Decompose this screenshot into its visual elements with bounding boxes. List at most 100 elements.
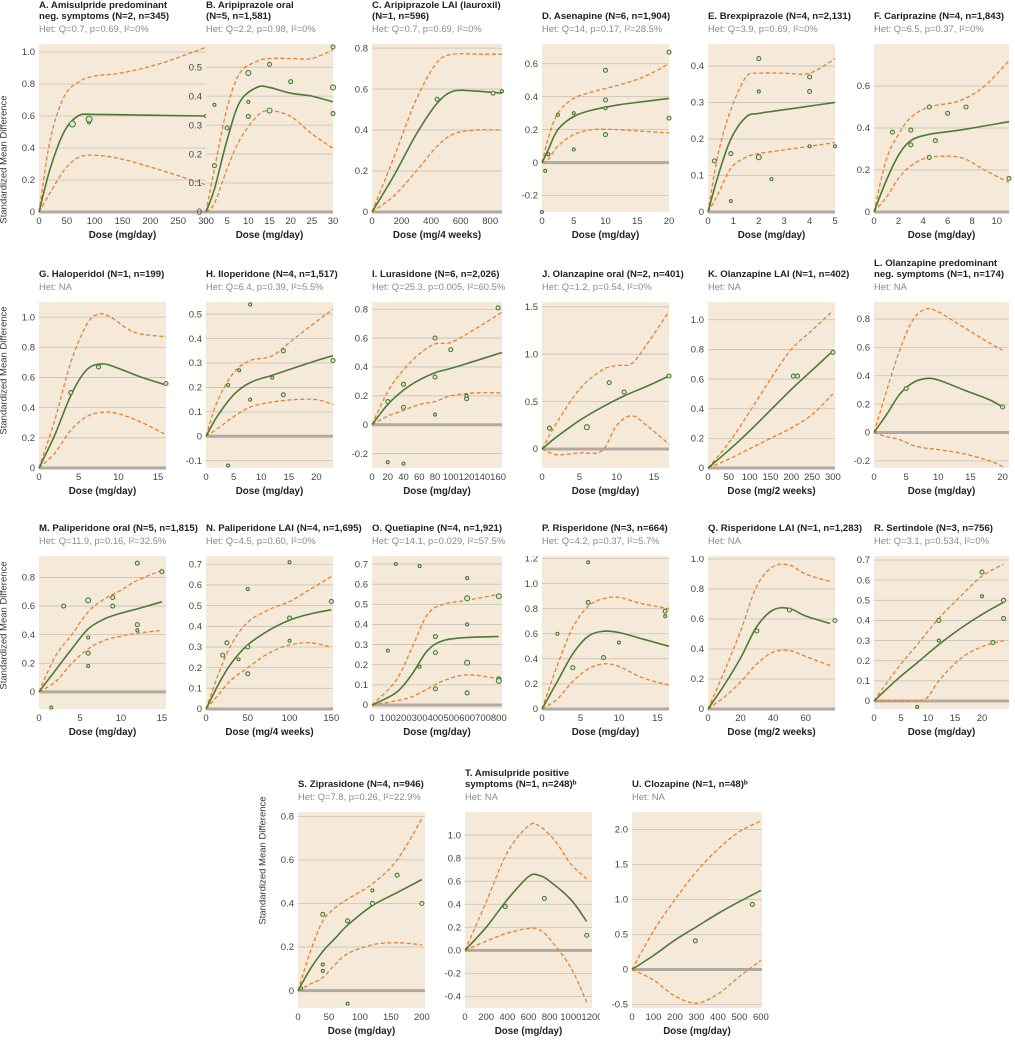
y-tick-label: 0.2 — [857, 656, 870, 667]
heterogeneity-stats: Het: NA — [874, 281, 907, 292]
y-tick-label: 0.6 — [189, 580, 202, 591]
x-tick-label: 300 — [412, 713, 428, 724]
panel-title: E. Brexpiprazole (N=4, n=2,131) — [708, 11, 851, 22]
y-tick-label: 0.2 — [189, 149, 202, 160]
ci-upper-line — [707, 310, 834, 469]
panel-k: K. Olanzapine LAI (N=1, n=402) Het: NA 0 0.… — [670, 269, 850, 502]
x-tick-label: 0 — [705, 472, 710, 483]
panel-i: I. Lurasidone (N=6, n=2,026) Het: Q=25.3,… — [334, 269, 510, 502]
heterogeneity-stats: Het: Q=3.1, p=0.534, I²=0% — [874, 535, 989, 546]
study-point — [979, 569, 985, 575]
panel-title-line: J. Olanzapine oral (N=2, n=401) — [542, 269, 684, 280]
x-tick-label: 2 — [756, 216, 761, 227]
panel-title: K. Olanzapine LAI (N=1, n=402) — [708, 269, 849, 280]
ci-upper-line — [707, 58, 836, 213]
dose-response-curve — [631, 889, 762, 971]
study-point — [602, 97, 609, 103]
panel-title-line: L. Olanzapine predominant — [874, 258, 998, 269]
x-axis-label: Dose (mg/day) — [236, 486, 304, 497]
study-point — [448, 347, 454, 353]
dose-response-curve — [873, 601, 1004, 702]
x-tick-label: 100 — [742, 472, 758, 483]
y-tick-label: 0.2 — [857, 165, 870, 176]
y-tick-label: 0.3 — [189, 642, 202, 653]
study-point — [936, 617, 942, 623]
study-point — [385, 399, 391, 405]
y-tick-label: 0.4 — [189, 334, 202, 345]
y-tick-label: 0.6 — [691, 374, 704, 385]
panel-c: C. Aripiprazole LAI (lauroxil) (N=1, n=59… — [334, 0, 510, 246]
x-tick-label: 150 — [323, 713, 339, 724]
dose-response-curve — [707, 350, 834, 469]
study-point — [755, 154, 762, 161]
y-tick-label: 0.6 — [22, 601, 35, 612]
y-tick-label: 0 — [699, 207, 704, 218]
x-tick-label: 4 — [920, 216, 925, 227]
study-point — [220, 652, 226, 658]
y-tick-label: 0.4 — [691, 404, 704, 415]
panel-title: H. Iloperidone (N=4, n=1,517) — [206, 269, 338, 280]
x-tick-label: 200 — [414, 1012, 430, 1023]
y-tick-label: -0.1 — [186, 456, 202, 467]
y-tick-label: 0.2 — [355, 660, 368, 671]
y-tick-label: 1.0 — [691, 315, 704, 326]
study-point — [432, 412, 438, 417]
y-tick-label: 0.2 — [525, 125, 538, 136]
panel-title-line: E. Brexpiprazole (N=4, n=2,131) — [708, 11, 851, 22]
y-tick-label: 1.0 — [615, 895, 628, 906]
study-point — [245, 671, 251, 677]
dose-response-curve — [205, 85, 334, 213]
study-point — [541, 895, 547, 902]
panel-title: T. Amisulpride positive symptoms (N=1, n=… — [465, 768, 576, 790]
y-tick-label: 0.6 — [355, 84, 368, 95]
y-tick-label: 0.8 — [281, 812, 294, 823]
y-tick-label: 0.4 — [857, 616, 870, 627]
study-point — [61, 603, 67, 609]
x-tick-label: 50 — [62, 216, 73, 227]
y-tick-label: 0.8 — [525, 604, 538, 615]
y-tick-label: 0.4 — [22, 630, 35, 641]
study-point — [320, 962, 325, 967]
study-point — [385, 648, 390, 653]
x-tick-label: 0 — [539, 472, 544, 483]
x-tick-label: 30 — [328, 216, 339, 227]
x-tick-label: 800 — [482, 216, 498, 227]
heterogeneity-stats: Het: Q=4.2, p=0.37, I²=5.7% — [542, 535, 660, 546]
y-axis-label-row-1: Standardized Mean Difference — [0, 95, 10, 224]
study-point — [495, 677, 502, 684]
heterogeneity-stats: Het: Q=6.4, p=0.39, I²=5.5% — [206, 281, 324, 292]
heterogeneity-stats: Het: Q=0.7, p=0.69, I²=0% — [39, 23, 149, 34]
study-point — [571, 111, 576, 116]
heterogeneity-stats: Het: Q=11.9, p=0.16, I²=32.5% — [39, 535, 167, 546]
study-point — [245, 587, 250, 592]
study-point — [889, 129, 895, 135]
study-point — [110, 603, 116, 609]
ci-lower-line — [873, 155, 1010, 213]
ci-upper-line — [371, 52, 502, 213]
x-axis-label: Dose (mg/day) — [403, 727, 471, 738]
x-tick-label: 100 — [646, 1012, 662, 1023]
study-point — [49, 705, 54, 710]
x-tick-label: 15 — [950, 713, 961, 724]
y-tick-label: 0 — [699, 704, 704, 715]
x-tick-label: 5 — [225, 216, 230, 227]
x-tick-label: 5 — [77, 713, 82, 724]
x-tick-label: 10 — [256, 472, 267, 483]
study-point — [464, 595, 471, 602]
study-point — [68, 389, 74, 396]
dose-response-curve — [464, 873, 588, 951]
x-axis-label: Dose (mg/day) — [908, 727, 976, 738]
study-point — [662, 608, 668, 614]
panel-t: T. Amisulpride positive symptoms (N=1, n=… — [427, 768, 600, 1042]
study-point — [1000, 404, 1006, 410]
ci-lower-line — [205, 398, 334, 437]
y-tick-label: 2.0 — [615, 825, 628, 836]
study-point — [280, 392, 286, 398]
x-tick-label: 20 — [664, 216, 675, 227]
panel-g: G. Haloperidol (N=1, n=199) Het: NA 0 0.2 0.… — [1, 269, 174, 502]
x-tick-label: 10 — [600, 216, 611, 227]
x-tick-label: 10 — [933, 472, 944, 483]
study-point — [728, 198, 733, 204]
